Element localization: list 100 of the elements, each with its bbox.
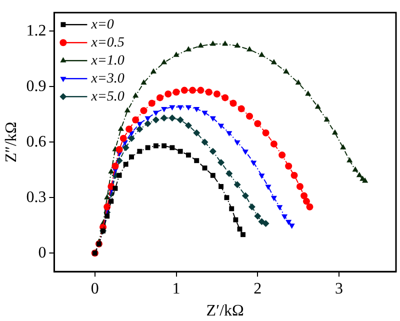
point bbox=[137, 148, 142, 154]
point bbox=[144, 120, 152, 128]
point bbox=[108, 168, 114, 174]
point bbox=[285, 162, 292, 170]
point bbox=[250, 160, 257, 166]
point bbox=[270, 59, 277, 64]
point bbox=[340, 144, 346, 150]
point bbox=[295, 79, 302, 85]
point bbox=[226, 131, 232, 136]
point bbox=[104, 194, 110, 200]
point bbox=[237, 226, 242, 232]
point bbox=[306, 203, 314, 210]
point bbox=[160, 114, 168, 122]
x-axis-title: Z′/kΩ bbox=[206, 302, 244, 320]
point bbox=[262, 220, 270, 227]
point bbox=[246, 46, 253, 52]
point bbox=[140, 79, 147, 85]
point bbox=[164, 90, 172, 98]
point bbox=[288, 224, 295, 229]
point bbox=[176, 116, 184, 124]
point bbox=[270, 196, 277, 202]
point bbox=[201, 138, 208, 146]
point bbox=[173, 52, 180, 57]
point bbox=[356, 172, 362, 178]
point bbox=[210, 40, 216, 46]
point bbox=[152, 116, 160, 124]
point bbox=[283, 68, 290, 74]
point bbox=[281, 214, 288, 220]
point bbox=[169, 105, 176, 110]
point bbox=[248, 203, 256, 210]
point bbox=[132, 92, 139, 98]
point bbox=[198, 42, 204, 48]
point bbox=[194, 107, 200, 112]
point bbox=[246, 112, 254, 120]
point bbox=[352, 166, 358, 172]
point bbox=[234, 42, 240, 48]
point bbox=[180, 86, 188, 94]
point bbox=[242, 150, 248, 155]
point bbox=[177, 105, 184, 110]
point bbox=[210, 172, 216, 178]
point bbox=[152, 110, 159, 116]
point bbox=[116, 172, 122, 178]
point bbox=[112, 162, 119, 170]
point bbox=[132, 116, 140, 124]
point bbox=[222, 40, 228, 46]
point bbox=[286, 220, 292, 226]
point bbox=[185, 105, 192, 110]
point bbox=[276, 205, 283, 210]
point bbox=[222, 94, 229, 102]
point bbox=[258, 218, 266, 226]
point bbox=[156, 94, 164, 102]
point bbox=[300, 192, 308, 200]
point bbox=[258, 52, 265, 57]
point bbox=[112, 186, 118, 191]
point bbox=[258, 174, 265, 179]
point bbox=[234, 140, 240, 146]
legend-label: x=1.0 bbox=[90, 53, 124, 68]
point bbox=[186, 152, 191, 158]
point bbox=[224, 195, 230, 200]
point bbox=[129, 154, 134, 160]
point bbox=[202, 110, 208, 116]
point bbox=[162, 143, 167, 148]
point bbox=[209, 148, 216, 155]
point bbox=[140, 107, 148, 114]
point bbox=[153, 143, 158, 148]
point bbox=[254, 120, 262, 128]
legend-label: x=0 bbox=[90, 17, 114, 32]
point bbox=[226, 170, 233, 178]
point bbox=[305, 90, 312, 96]
point bbox=[148, 100, 156, 107]
point bbox=[254, 212, 262, 220]
point bbox=[120, 134, 127, 142]
point bbox=[346, 157, 353, 162]
point bbox=[189, 86, 196, 94]
point bbox=[238, 105, 245, 112]
point bbox=[168, 114, 176, 122]
point bbox=[116, 146, 123, 153]
point bbox=[172, 88, 180, 96]
point bbox=[302, 198, 310, 205]
point bbox=[362, 177, 368, 183]
point bbox=[213, 90, 220, 98]
point bbox=[118, 126, 124, 131]
legend-label: x=5.0 bbox=[90, 89, 124, 104]
point bbox=[161, 59, 168, 64]
point bbox=[122, 144, 130, 152]
y-tick-label: 0 bbox=[38, 244, 46, 262]
point bbox=[218, 158, 225, 166]
point bbox=[104, 203, 111, 210]
point bbox=[270, 140, 278, 148]
point bbox=[185, 46, 192, 52]
y-tick-label: 0.9 bbox=[26, 78, 46, 95]
x-tick-label: 1 bbox=[172, 280, 180, 298]
legend-label: x=0.5 bbox=[90, 35, 124, 50]
point bbox=[262, 129, 270, 136]
point bbox=[136, 126, 144, 133]
point bbox=[229, 206, 234, 212]
point bbox=[126, 126, 133, 133]
point bbox=[332, 129, 338, 135]
legend-label: x=3.0 bbox=[90, 71, 124, 86]
x-tick-label: 2 bbox=[254, 280, 262, 298]
